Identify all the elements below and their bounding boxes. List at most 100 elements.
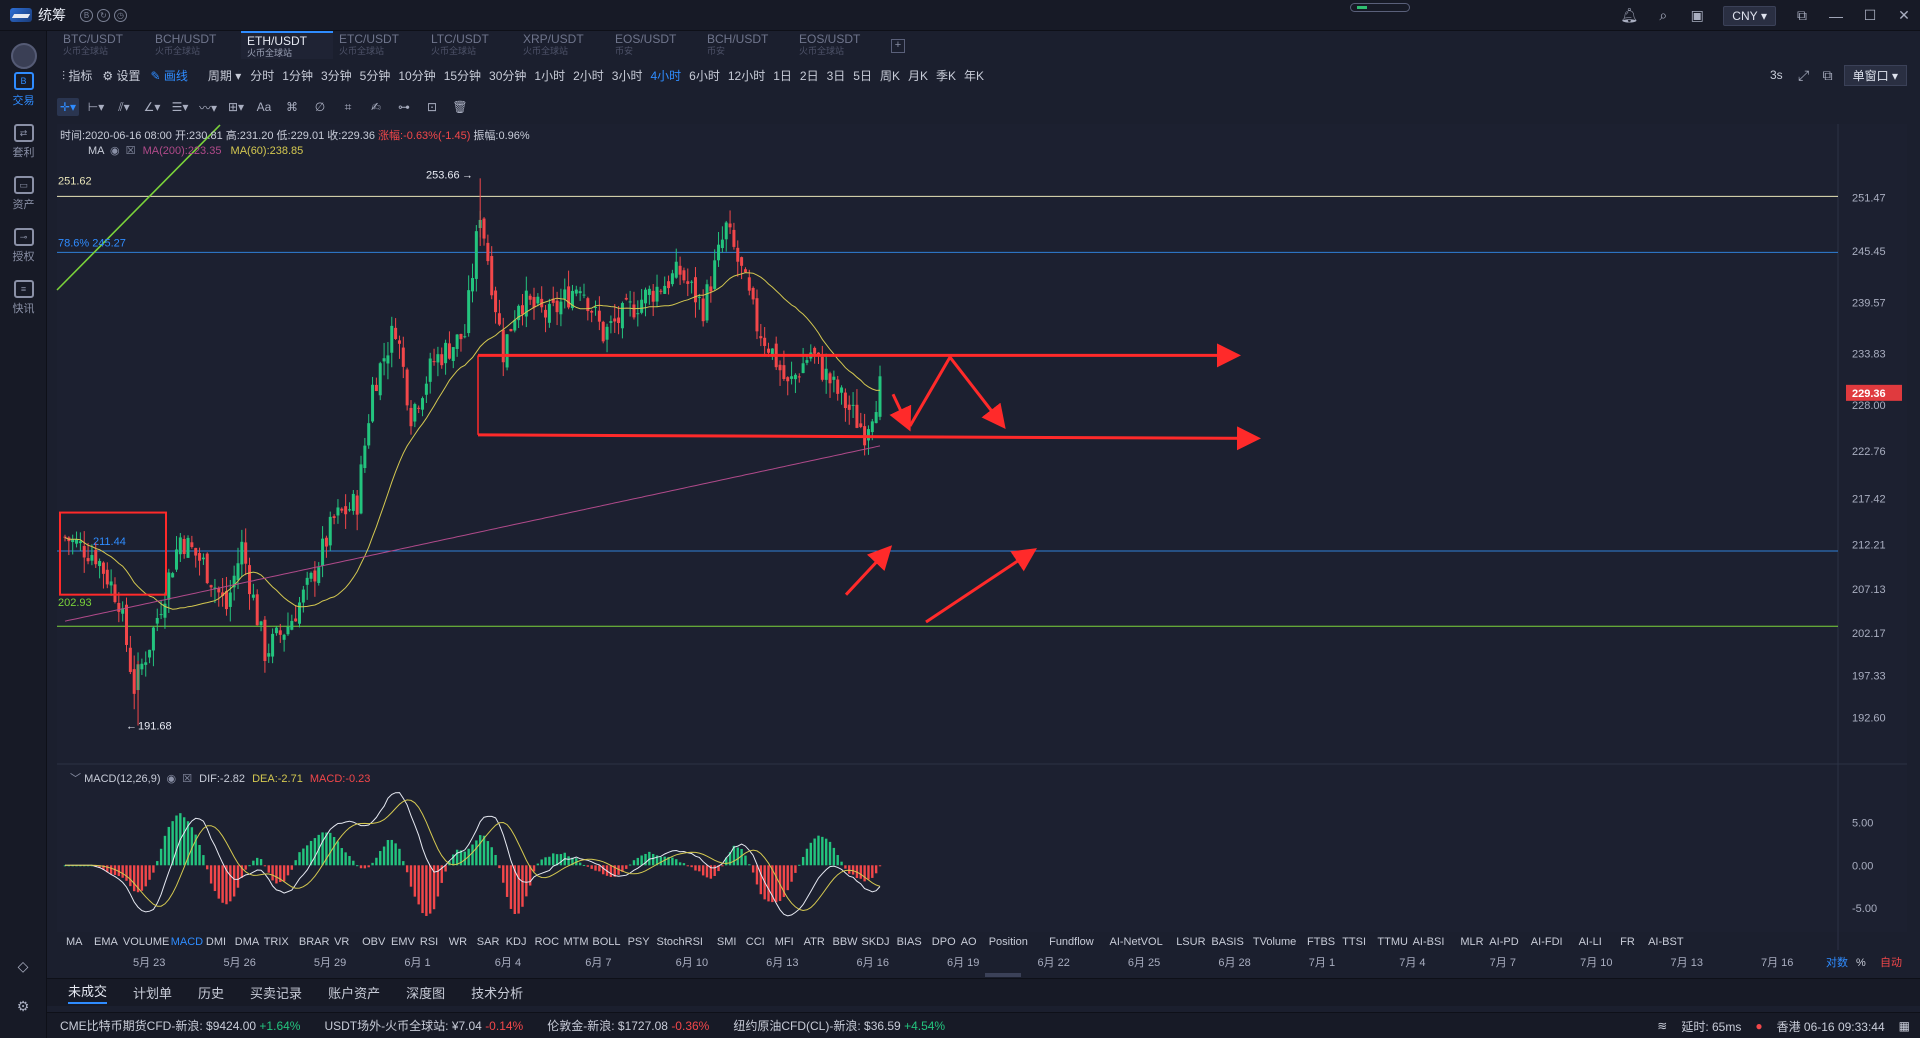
crosshair-icon[interactable]: ✛▾ [57, 98, 79, 116]
pair-tab[interactable]: ETH/USDT 火币全球站 [241, 31, 333, 59]
indicator-tab[interactable]: ATR [804, 936, 825, 948]
path-arrow[interactable] [908, 354, 1006, 430]
fullscreen-icon[interactable]: ⤢ [1798, 66, 1810, 83]
indicator-tab[interactable]: WR [449, 936, 467, 948]
angle-tool-icon[interactable]: ∠▾ [143, 100, 161, 114]
bottom-tab[interactable]: 买卖记录 [250, 986, 303, 1001]
interval-option[interactable]: 年K [964, 68, 985, 83]
interval-option[interactable]: 30分钟 [489, 68, 527, 83]
indicator-tab[interactable]: BASIS [1211, 936, 1243, 948]
period-button[interactable]: 周期 ▾ [207, 68, 242, 83]
indicator-tab[interactable]: StochRSI [657, 936, 703, 948]
close-icon[interactable]: ☒ [125, 145, 136, 157]
indicator-tab[interactable]: BBW [833, 936, 859, 948]
interval-option[interactable]: 分时 [250, 68, 275, 83]
interval-option[interactable]: 3日 [826, 68, 846, 83]
detach-icon[interactable]: ⧉ [1797, 7, 1807, 23]
indicator-button[interactable]: ⫶ 指标 [62, 68, 93, 83]
target-arrow[interactable] [925, 548, 1037, 624]
tile-icon[interactable]: ▦ [1898, 1019, 1910, 1033]
indicator-tab[interactable]: Fundflow [1049, 936, 1094, 948]
interval-option[interactable]: 3小时 [611, 68, 643, 83]
bottom-tab[interactable]: 未成交 [68, 981, 108, 1004]
indicator-tab[interactable]: AI-LI [1579, 936, 1602, 948]
indicator-tab[interactable]: AI-BSI [1413, 936, 1445, 948]
trash-icon[interactable]: 🗑︎ [452, 100, 468, 114]
pen-icon[interactable]: ✍ [370, 100, 382, 114]
indicator-tab[interactable]: CCI [746, 936, 765, 948]
interval-option[interactable]: 6小时 [689, 68, 720, 83]
indicator-tab[interactable]: MTM [564, 936, 589, 948]
indicator-tab[interactable]: FTBS [1307, 936, 1335, 948]
indicator-tab[interactable]: MFI [775, 936, 794, 948]
interval-option[interactable]: 4小时 [650, 68, 682, 83]
bottom-tab[interactable]: 深度图 [406, 986, 446, 1001]
indicator-tab[interactable]: Position [989, 936, 1028, 948]
draw-button[interactable]: ✎ 画线 [150, 68, 188, 83]
indicator-tab[interactable]: EMA [94, 936, 119, 948]
interval-option[interactable]: 2小时 [573, 68, 604, 83]
indicator-tab[interactable]: PSY [628, 936, 651, 948]
interval-option[interactable]: 1小时 [534, 68, 566, 83]
wave-tool-icon[interactable]: 〰▾ [198, 100, 218, 115]
close-icon[interactable]: ✕ [1898, 7, 1910, 23]
interval-option[interactable]: 5日 [853, 68, 872, 83]
indicator-tab[interactable]: VOLUME [123, 936, 169, 948]
clock-icon[interactable]: ◷ [114, 8, 127, 22]
gift-icon[interactable]: ▣ [1690, 7, 1704, 23]
ticker[interactable]: 纽约原油CFD(CL)-新浪: $36.59 +4.54% [733, 1017, 945, 1034]
indicator-tab[interactable]: SMI [717, 936, 737, 948]
channel-tool-icon[interactable]: ☰▾ [171, 100, 189, 114]
price-chart[interactable]: 251.47 245.45 239.57 233.83 228.00 222.76 217.… [0, 0, 1920, 978]
interval-option[interactable]: 15分钟 [443, 68, 482, 83]
indicator-tab[interactable]: BOLL [592, 936, 620, 948]
refresh-icon[interactable]: ↻ [97, 8, 110, 22]
indicator-tab[interactable]: DMI [206, 936, 226, 948]
fib-tool-icon[interactable]: ⌘ [286, 100, 298, 114]
trend-line[interactable] [56, 124, 221, 291]
indicator-tab[interactable]: EMV [391, 936, 416, 948]
pair-tab[interactable]: BTC/USDT 火币全球站 [57, 31, 149, 59]
indicator-tab[interactable]: VR [334, 936, 349, 948]
pair-tab[interactable]: BCH/USDT 币安 [701, 31, 793, 59]
path-arrow[interactable] [889, 393, 912, 432]
currency-select[interactable]: CNY ▾ [1723, 5, 1776, 26]
line-tool-icon[interactable]: ⊢▾ [87, 100, 105, 114]
add-tab-icon[interactable]: + [891, 39, 905, 53]
collapse-icon[interactable]: ﹀ [70, 773, 81, 785]
indicator-tab[interactable]: RSI [420, 936, 438, 948]
lock-icon[interactable]: ⊡ [426, 100, 438, 114]
indicator-tab[interactable]: FR [1620, 936, 1635, 948]
bottom-tab[interactable]: 计划单 [133, 986, 173, 1001]
highlight-box[interactable] [59, 511, 167, 596]
ticker[interactable]: 伦敦金-新浪: $1727.08 -0.36% [547, 1017, 709, 1034]
magnet-icon[interactable]: ∅ [314, 100, 326, 114]
interval-option[interactable]: 1日 [773, 68, 792, 83]
pane-resize-handle[interactable] [985, 973, 1021, 977]
indicator-tab[interactable]: TRIX [264, 936, 290, 948]
interval-option[interactable]: 2日 [799, 68, 819, 83]
indicator-tab[interactable]: BRAR [299, 936, 330, 948]
indicator-tab[interactable]: BIAS [897, 936, 922, 948]
auto-scale-toggle[interactable]: 自动 [1880, 956, 1902, 969]
bell-icon[interactable]: 🔔︎ [1620, 7, 1639, 23]
indicator-tab[interactable]: AI-FDI [1531, 936, 1563, 948]
rail-item-assets[interactable]: ▭ 资产 [0, 176, 47, 212]
interval-option[interactable]: 3分钟 [320, 68, 352, 83]
hide-drawings-icon[interactable]: ⊶ [398, 100, 410, 114]
rail-item-news[interactable]: ≡ 快讯 [0, 280, 47, 316]
window-mode-select[interactable]: 单窗口 ▾ [1843, 64, 1907, 86]
eye-icon[interactable]: ◉ [166, 773, 177, 785]
indicator-tab[interactable]: TTSI [1342, 936, 1366, 948]
indicator-tab[interactable]: MACD [171, 936, 203, 948]
ticker[interactable]: USDT场外-火币全球站: ¥7.04 -0.14% [324, 1017, 523, 1034]
indicator-tab[interactable]: AI-NetVOL [1110, 936, 1163, 948]
support-arrow[interactable] [477, 426, 1261, 451]
interval-option[interactable]: 10分钟 [398, 68, 436, 83]
rail-item-arbitrage[interactable]: ⇄ 套利 [0, 124, 47, 160]
ruler-icon[interactable]: ⌗ [344, 99, 352, 114]
indicator-tab[interactable]: DMA [235, 936, 260, 948]
diamond-icon[interactable]: ◇ [17, 957, 29, 974]
indicator-tab[interactable]: AI-BST [1648, 936, 1684, 948]
gear-icon[interactable]: ⚙ [16, 997, 30, 1014]
